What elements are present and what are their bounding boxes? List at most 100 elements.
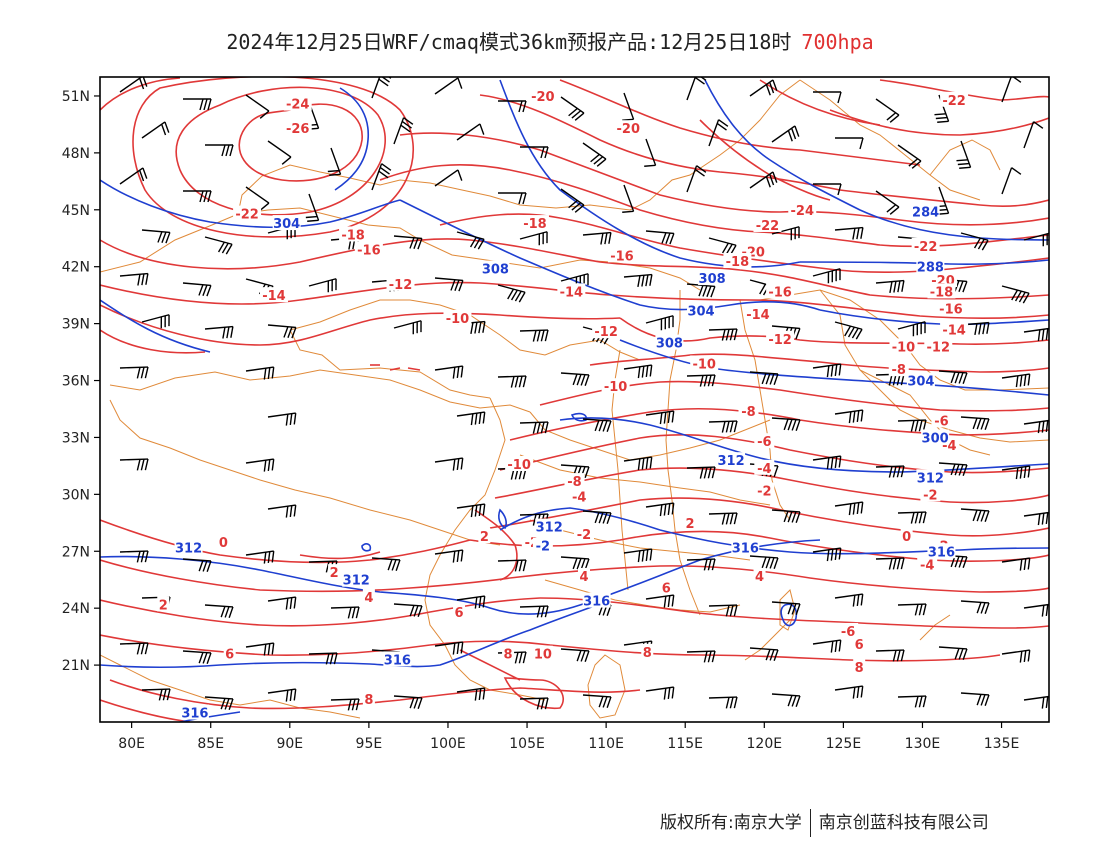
wind-barb: [456, 231, 485, 250]
temperature-label: 4: [364, 591, 373, 606]
wind-barb: [393, 117, 414, 145]
temperature-label: 6: [855, 638, 864, 653]
height-label-backdrop: [921, 429, 950, 445]
temperature-label-backdrop: [528, 87, 557, 103]
wind-barb: [875, 649, 905, 662]
temperature-label-backdrop: [223, 645, 236, 661]
temperature-label: -8: [892, 363, 906, 378]
temperature-label: -2: [577, 528, 591, 543]
temperature-label: 4: [755, 570, 764, 585]
temperature-label: -22: [756, 219, 780, 234]
height-label: 288: [917, 261, 944, 276]
temperature-label-backdrop: [339, 226, 368, 242]
wind-barb: [960, 232, 989, 251]
temperature-label-backdrop: [929, 271, 958, 287]
lat-tick-label: 33N: [62, 430, 90, 446]
wind-barb: [812, 268, 841, 284]
wind-barb: [834, 593, 864, 607]
wind-barb: [1023, 603, 1049, 617]
temperature-label-backdrop: [931, 412, 952, 428]
wind-barb: [456, 687, 486, 701]
wind-barb: [245, 642, 275, 656]
lon-tick-label: 120E: [747, 736, 783, 752]
wind-barb: [267, 140, 292, 165]
temperature-label: -8: [741, 405, 755, 420]
temperature-label: -18: [523, 217, 547, 232]
temperature-label-backdrop: [573, 526, 594, 542]
temperature-label: -6: [934, 414, 948, 429]
temperature-label: -2: [923, 488, 937, 503]
temperature-label-backdrop: [911, 237, 940, 253]
temperature-label: -4: [920, 559, 934, 574]
wind-barb: [204, 325, 234, 339]
temperature-label-backdrop: [743, 306, 772, 322]
wind-barb: [622, 184, 635, 213]
wind-barb: [834, 501, 864, 516]
wind-barb: [960, 600, 990, 614]
wind-barb: [1023, 419, 1049, 434]
wind-barb: [645, 594, 675, 608]
height-label-backdrop: [911, 203, 940, 219]
wind-barb: [498, 100, 527, 113]
lon-tick-label: 100E: [430, 736, 466, 752]
wind-barb: [204, 236, 233, 255]
temperature-label: -10: [446, 312, 470, 327]
height-label-backdrop: [687, 302, 716, 318]
height-label-backdrop: [731, 539, 760, 555]
temperature-label-backdrop: [888, 361, 909, 377]
temperature-label-backdrop: [917, 556, 938, 572]
temperature-label: -4: [757, 462, 771, 477]
temperature-label: -16: [939, 302, 963, 317]
temperature-label: 0: [902, 530, 911, 545]
wind-barb: [119, 167, 148, 185]
wind-barb: [327, 147, 342, 176]
temperature-label-backdrop: [940, 321, 969, 337]
wind-barb: [875, 98, 900, 123]
wind-barb: [582, 231, 612, 245]
temperature-label-backdrop: [788, 201, 817, 217]
wind-barb: [644, 138, 657, 167]
height-labels: 304 308 308 304 308 304 300 312 312 312 316 316 312 3…: [174, 203, 956, 722]
temperature-label: -12: [927, 340, 951, 355]
wind-barb: [897, 603, 927, 616]
temperature-label: -20: [617, 122, 641, 137]
wind-barb: [897, 321, 926, 337]
temperature-label: -16: [357, 244, 381, 259]
wind-barb: [623, 548, 653, 563]
wind-barb: [1001, 373, 1031, 388]
temperature-label: -16: [768, 285, 792, 300]
wind-barb: [771, 417, 801, 431]
wind-barb: [645, 230, 675, 245]
wind-barb: [645, 315, 674, 331]
height-label: 304: [687, 304, 714, 319]
height-label-backdrop: [532, 537, 553, 553]
wind-barb: [497, 284, 526, 303]
temperature-label-backdrop: [920, 486, 941, 502]
temperature-label-backdrop: [936, 300, 965, 316]
wind-barb: [645, 410, 675, 425]
wind-barb: [834, 409, 864, 424]
temperature-label: -22: [235, 208, 259, 223]
temperature-label-backdrop: [217, 533, 230, 549]
wind-barb: [434, 169, 463, 187]
wind-barb: [519, 605, 549, 618]
wind-barb: [371, 557, 401, 571]
wind-barb: [267, 504, 297, 518]
wind-barb: [245, 94, 270, 119]
wind-barb: [119, 458, 149, 471]
height-label-backdrop: [916, 258, 945, 274]
temperature-label: -14: [560, 285, 584, 300]
wind-barb: [498, 192, 527, 205]
temperature-label: 0: [219, 536, 228, 551]
temperature-label-backdrop: [577, 567, 590, 583]
wind-barb: [1023, 511, 1049, 526]
wind-barb: [330, 606, 360, 619]
wind-barb: [686, 466, 716, 479]
height-label: 284: [912, 206, 939, 221]
wind-barb: [686, 165, 707, 193]
plot-frame: [99, 76, 1050, 723]
wind-barb: [960, 416, 990, 430]
temperature-label-backdrop: [753, 216, 782, 232]
height-label-backdrop: [481, 260, 510, 276]
wind-barb: [434, 277, 464, 292]
